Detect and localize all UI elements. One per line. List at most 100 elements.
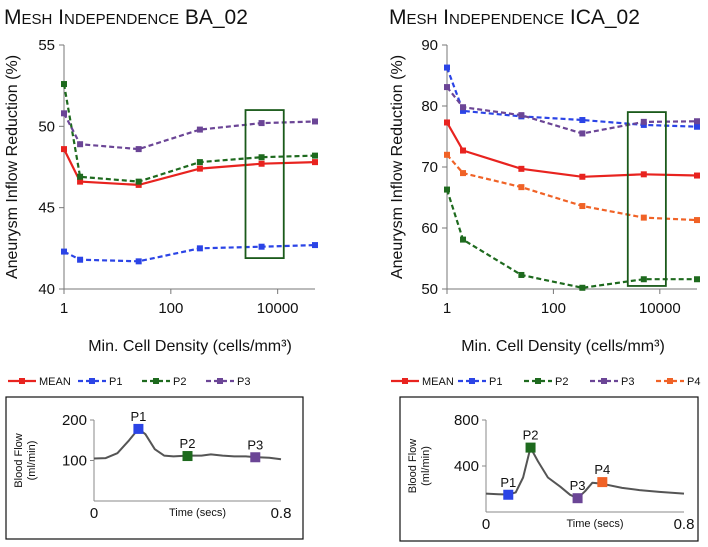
chart-title: Mesh Independence ICA_02	[389, 6, 640, 29]
data-point-p2	[579, 284, 586, 291]
inset-point-label: P3	[570, 478, 586, 493]
inset-point-p2	[525, 442, 536, 453]
y-tick-label: 80	[421, 98, 438, 115]
legend-marker	[19, 378, 25, 384]
data-point-p1	[196, 245, 203, 252]
inset-x-tick-label: 0.8	[271, 505, 292, 522]
inset-point-p1	[503, 489, 514, 500]
legend: MEAN P1 P2 P3	[8, 376, 250, 388]
inset-y-axis-unit: (ml/min)	[26, 441, 38, 481]
inset-x-axis-label: Time (secs)	[169, 507, 226, 519]
legend-marker	[217, 378, 223, 384]
data-point-mean	[258, 160, 265, 167]
data-point-p3	[640, 118, 647, 125]
data-point-mean	[77, 178, 84, 185]
data-point-mean	[579, 173, 586, 180]
x-tick-label: 10000	[639, 300, 681, 317]
data-point-p4	[579, 203, 586, 210]
legend-marker	[601, 378, 607, 384]
inset-point-label: P4	[594, 462, 610, 477]
data-point-p1	[694, 123, 700, 130]
inset-x-tick-label: 0	[482, 516, 490, 533]
data-point-p1	[312, 242, 318, 249]
data-point-p4	[518, 184, 525, 191]
data-point-p3	[135, 146, 142, 153]
inset-y-axis-label: Blood Flow	[13, 433, 25, 487]
data-point-mean	[640, 171, 647, 178]
data-point-p1	[135, 258, 142, 265]
legend-marker	[469, 378, 475, 384]
data-point-p2	[640, 276, 647, 283]
inset-point-p4	[597, 477, 608, 488]
data-point-p3	[196, 126, 203, 133]
y-tick-label: 70	[421, 159, 438, 176]
y-tick-label: 90	[421, 37, 438, 54]
legend-marker	[667, 378, 673, 384]
data-point-p3	[312, 118, 318, 125]
inset-frame	[5, 396, 304, 540]
inset-point-p3	[250, 452, 261, 463]
inset-point-label: P1	[500, 475, 516, 490]
y-axis-label: Aneurysm Inflow Reduction (%)	[4, 55, 21, 279]
data-point-p1	[460, 107, 467, 114]
x-tick-label: 10000	[257, 300, 299, 317]
x-tick-label: 100	[158, 300, 183, 317]
inset-x-tick-label: 0.8	[674, 516, 695, 533]
data-point-p3	[61, 110, 67, 117]
data-point-p2	[518, 271, 525, 278]
series-line-p1	[63, 244, 316, 263]
inset-y-tick-label: 100	[62, 453, 87, 470]
y-tick-label: 40	[38, 281, 55, 298]
inset-flow-chart: 400 800 0 0.8 Time (secs) Blood Flow (ml/min) P…	[399, 396, 699, 542]
y-tick-label: 50	[421, 281, 438, 298]
data-point-p1	[579, 117, 586, 124]
series-line-p2	[445, 189, 697, 289]
data-point-p2	[258, 154, 265, 161]
data-point-p2	[77, 173, 84, 180]
series-line-p3	[446, 86, 698, 135]
highlight-box	[626, 111, 667, 287]
data-point-p1	[640, 121, 647, 128]
data-point-mean	[694, 172, 700, 179]
inset-point-p3	[572, 493, 583, 504]
series-line-p4	[446, 154, 698, 222]
legend-marker	[153, 378, 159, 384]
data-point-p2	[61, 81, 67, 88]
x-tick-label: 1	[60, 300, 68, 317]
data-point-p2	[460, 236, 467, 243]
inset-x-axis-label: Time (secs)	[566, 518, 623, 530]
legend-label-p1: P1	[109, 376, 122, 388]
series-line-p1	[445, 67, 698, 128]
inset-y-axis-label: Blood Flow	[407, 439, 419, 493]
x-axis-label: Min. Cell Density (cells/mm³)	[88, 338, 292, 355]
series-line-mean	[446, 121, 698, 178]
data-point-p3	[258, 120, 265, 127]
inset-y-tick-label: 200	[62, 412, 87, 429]
highlight-box	[244, 109, 285, 259]
legend-label-p1: P1	[489, 376, 502, 388]
data-point-p1	[61, 248, 67, 255]
legend-label-p4: P4	[687, 376, 700, 388]
data-point-p2	[694, 276, 700, 283]
inset-flow-curve	[93, 427, 282, 461]
data-point-p4	[640, 214, 647, 221]
inset-point-p1	[133, 423, 144, 434]
data-point-p3	[460, 104, 467, 111]
y-tick-label: 50	[38, 118, 55, 135]
data-point-p3	[77, 141, 84, 148]
x-tick-label: 1	[443, 300, 451, 317]
legend-marker	[89, 378, 95, 384]
data-point-p3	[444, 84, 450, 91]
legend-label-p3: P3	[621, 376, 634, 388]
data-point-p4	[694, 217, 700, 224]
series-line-p3	[63, 112, 316, 151]
inset-flow-curve	[485, 446, 685, 500]
data-point-mean	[444, 119, 450, 126]
data-point-p1	[77, 256, 84, 263]
inset-point-label: P1	[130, 409, 146, 424]
data-point-p4	[460, 170, 467, 177]
inset-x-tick-label: 0	[90, 505, 98, 522]
inset-point-label: P3	[247, 437, 263, 452]
